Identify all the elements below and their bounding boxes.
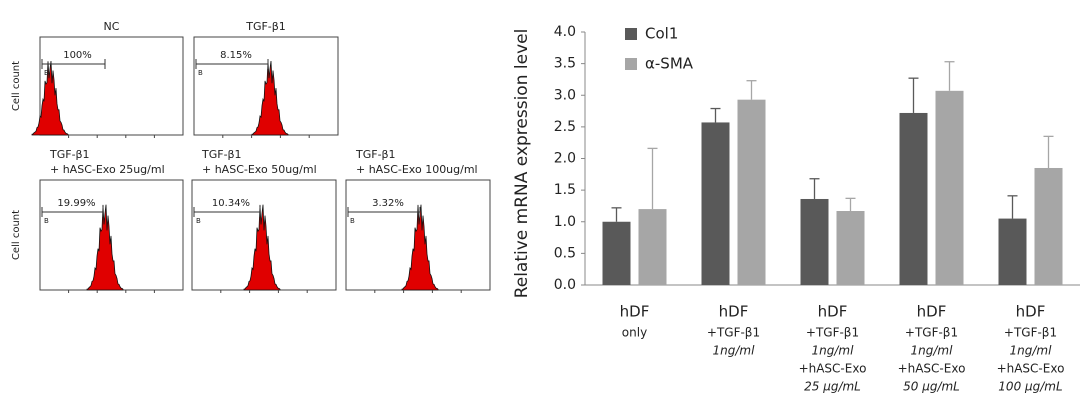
gate-percent: 10.34% [212, 198, 250, 209]
histogram-frame [39, 36, 184, 136]
panel-title: NC [104, 20, 120, 33]
legend-label: α-SMA [645, 55, 694, 73]
y-axis-label: Relative mRNA expression level [512, 29, 532, 299]
x-tick-label: hDF [917, 303, 947, 321]
bar [737, 99, 766, 286]
histogram [31, 60, 69, 136]
x-tick-label: +TGF-β1 [1004, 326, 1057, 340]
x-tick-label: +hASC-Exo [997, 362, 1065, 376]
x-tick-label: hDF [620, 303, 650, 321]
x-tick-label: 1ng/ml [1010, 344, 1053, 358]
x-tick-label: 1ng/ml [812, 344, 855, 358]
bar [602, 221, 631, 285]
panel-title: TGF-β1 [201, 148, 242, 161]
x-tick-label: +hASC-Exo [898, 362, 966, 376]
y-tick-label: 0.5 [554, 245, 576, 261]
legend-label: Col1 [645, 25, 678, 43]
gate-percent: 100% [63, 50, 92, 61]
bar [836, 210, 865, 285]
y-tick-label: 4.0 [554, 24, 576, 40]
gate-label: B [196, 217, 201, 225]
x-tick-label: 1ng/ml [911, 344, 954, 358]
y-tick-label: 0.0 [554, 277, 576, 293]
legend-swatch [625, 28, 637, 40]
x-tick-label: +hASC-Exo [799, 362, 867, 376]
y-tick-label: 3.5 [554, 56, 576, 72]
x-tick-label: hDF [719, 303, 749, 321]
y-tick-label: 2.5 [554, 119, 576, 135]
x-tick-label: +TGF-β1 [707, 326, 760, 340]
gate-label: B [350, 217, 355, 225]
legend-swatch [625, 58, 637, 70]
y-tick-label: 1.5 [554, 182, 576, 198]
x-tick-label: hDF [1016, 303, 1046, 321]
histogram [86, 204, 124, 291]
y-axis-label: Cell count [11, 61, 22, 111]
gate-label: B [44, 217, 49, 225]
bar [899, 112, 928, 286]
bar [998, 218, 1027, 285]
gate-percent: 3.32% [372, 198, 404, 209]
gate-percent: 8.15% [220, 50, 252, 61]
bar [935, 90, 964, 285]
bar [800, 198, 829, 285]
gate-percent: 19.99% [57, 198, 95, 209]
panel-title: TGF-β1 [245, 20, 286, 33]
y-axis-label: Cell count [11, 210, 22, 260]
panel-title: + hASC-Exo 100ug/ml [356, 163, 478, 176]
x-tick-label: +TGF-β1 [905, 326, 958, 340]
y-tick-label: 3.0 [554, 87, 576, 103]
x-tick-label: 1ng/ml [713, 344, 756, 358]
histogram [251, 60, 289, 136]
panel-title: TGF-β1 [49, 148, 90, 161]
x-tick-label: +TGF-β1 [806, 326, 859, 340]
panel-title: TGF-β1 [355, 148, 396, 161]
x-tick-label: 25 µg/mL [804, 380, 861, 394]
gate-label: B [44, 69, 49, 77]
panel-title: + hASC-Exo 25ug/ml [50, 163, 165, 176]
histogram [243, 204, 281, 291]
gate-label: B [198, 69, 203, 77]
histogram [401, 204, 439, 291]
x-tick-label: only [622, 326, 647, 340]
panel-title: + hASC-Exo 50ug/ml [202, 163, 317, 176]
bar [638, 209, 667, 285]
bar [1034, 167, 1063, 285]
x-tick-label: 100 µg/mL [998, 380, 1062, 394]
x-tick-label: hDF [818, 303, 848, 321]
x-tick-label: 50 µg/mL [903, 380, 960, 394]
bar [701, 122, 730, 285]
y-tick-label: 1.0 [554, 214, 576, 230]
y-tick-label: 2.0 [554, 151, 576, 167]
